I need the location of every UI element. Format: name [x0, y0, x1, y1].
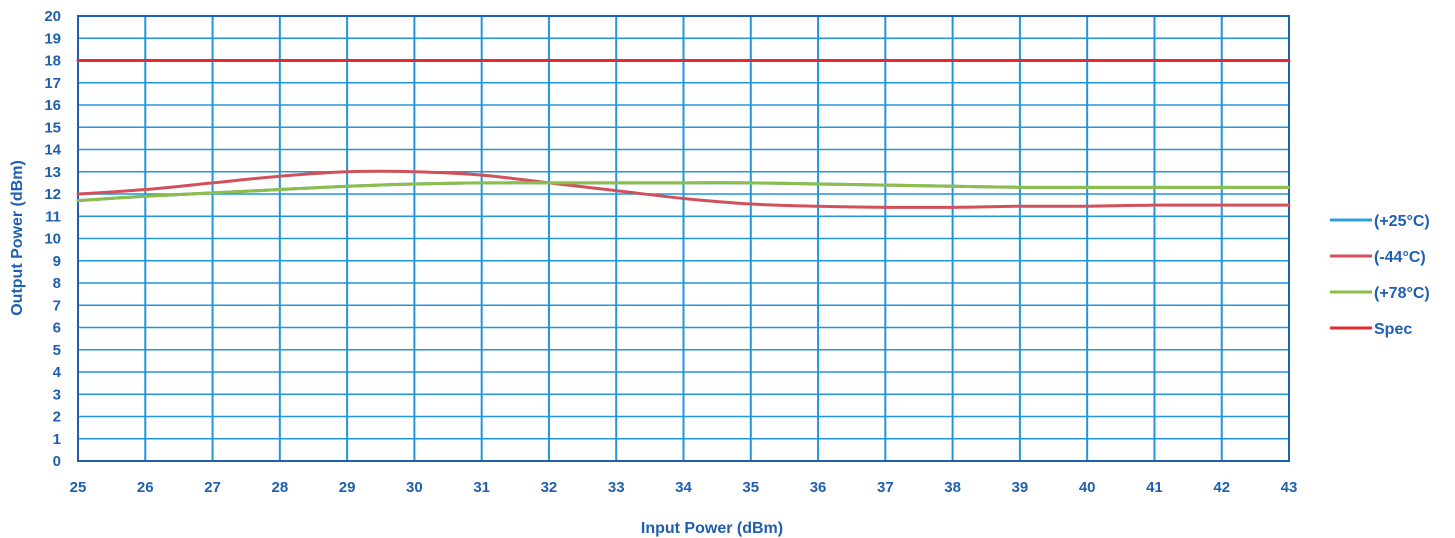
- x-tick-label: 38: [944, 479, 961, 496]
- x-tick-label: 28: [271, 479, 288, 496]
- legend-label: (+25°C): [1374, 213, 1430, 230]
- x-tick-label: 40: [1079, 479, 1096, 496]
- y-tick-label: 14: [44, 142, 61, 159]
- x-axis-title: Input Power (dBm): [641, 520, 783, 537]
- legend-label: Spec: [1374, 321, 1412, 338]
- x-tick-label: 34: [675, 479, 692, 496]
- y-tick-label: 2: [53, 409, 61, 426]
- x-tick-label: 31: [473, 479, 490, 496]
- y-tick-label: 5: [53, 342, 61, 359]
- x-tick-label: 30: [406, 479, 423, 496]
- x-tick-label: 37: [877, 479, 894, 496]
- legend-label: (+78°C): [1374, 285, 1430, 302]
- grid: [77, 15, 1290, 462]
- series-line-78-c: [76, 181, 1291, 203]
- plot-border: [77, 15, 1290, 462]
- y-tick-label: 12: [44, 186, 61, 203]
- x-tick-label: 43: [1281, 479, 1298, 496]
- x-tick-label: 26: [137, 479, 154, 496]
- x-tick-label: 32: [541, 479, 558, 496]
- y-tick-label: 0: [53, 453, 61, 470]
- y-tick-label: 15: [44, 119, 61, 136]
- y-tick-label: 9: [53, 253, 61, 270]
- y-tick-label: 6: [53, 320, 61, 337]
- y-tick-label: 4: [53, 364, 62, 381]
- y-tick-label: 16: [44, 97, 61, 114]
- x-tick-label: 29: [339, 479, 356, 496]
- y-tick-label: 11: [45, 208, 61, 225]
- x-tick-label: 35: [742, 479, 759, 496]
- y-tick-label: 1: [53, 431, 61, 448]
- series-lines: [76, 59, 1291, 209]
- x-tick-label: 41: [1146, 479, 1163, 496]
- y-tick-label: 3: [53, 386, 61, 403]
- y-tick-label: 10: [44, 231, 61, 248]
- legend: (+25°C) (-44°C) (+78°C) Spec: [1330, 213, 1430, 338]
- y-tick-label: 19: [44, 30, 61, 47]
- x-tick-label: 33: [608, 479, 625, 496]
- x-tick-label: 39: [1012, 479, 1029, 496]
- series-line-44-c: [76, 169, 1291, 209]
- x-tick-label: 25: [70, 479, 87, 496]
- y-tick-label: 7: [53, 297, 61, 314]
- x-tick-label: 42: [1213, 479, 1230, 496]
- y-tick-label: 18: [44, 53, 61, 70]
- y-tick-label: 8: [53, 275, 61, 292]
- y-tick-label: 17: [44, 75, 61, 92]
- y-axis-title: Output Power (dBm): [9, 160, 26, 316]
- x-tick-label: 27: [204, 479, 221, 496]
- x-tick-label: 36: [810, 479, 827, 496]
- y-tick-label: 13: [44, 164, 61, 181]
- y-tick-label: 20: [44, 8, 61, 25]
- legend-label: (-44°C): [1374, 249, 1426, 266]
- x-tick-labels: 25 26 27 28 29 30 31 32 33 34 35 36 37 38 39 40 41 42 43: [70, 479, 1298, 496]
